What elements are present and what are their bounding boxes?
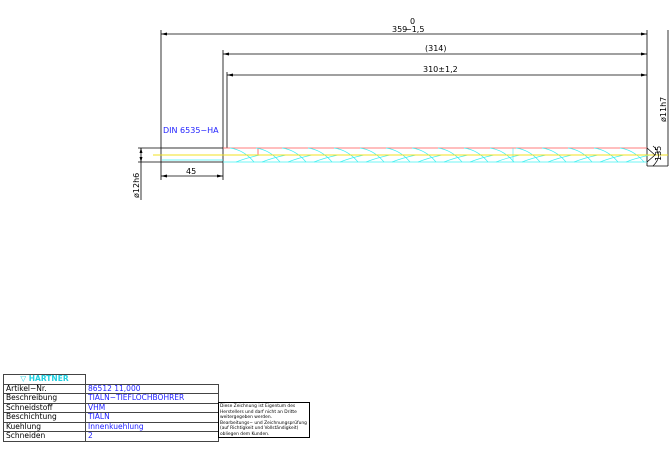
flute-helix (365, 154, 391, 163)
flute-helix (619, 147, 645, 163)
flute-helix (411, 147, 437, 163)
dim-shank-dia: ø12h6 (132, 173, 141, 198)
flute-helix (599, 154, 625, 163)
flute-helix (463, 147, 489, 163)
table-row: Schneiden 2 (3, 431, 219, 442)
note-line: (auf Richtigkeit und Vollständigkeit) (220, 426, 299, 431)
flute-helix (287, 154, 313, 163)
brand-logo: ▽ HARTNER (3, 374, 86, 385)
dimension-arrows (139, 32, 647, 178)
dim-total-lower: −1,5 (405, 25, 424, 34)
flute-helix (359, 147, 385, 163)
flute-helix (515, 147, 541, 163)
note-line: Bearbeitungs− und Zeichnungsprüfung (220, 420, 307, 426)
flute-helix (443, 154, 469, 163)
flute-helix (437, 147, 463, 163)
flute-helix (521, 154, 547, 163)
flute-helix (255, 147, 281, 163)
flute-helix (339, 154, 365, 163)
flute-helix (391, 154, 417, 163)
dimension-lines (138, 30, 669, 200)
flute-helix (235, 154, 261, 163)
flute-helix (547, 154, 573, 163)
flute-helix (625, 154, 651, 163)
flute-helix (333, 147, 359, 163)
note-line: obliegen dem Kunden. (220, 431, 270, 437)
flute-helix (261, 154, 287, 163)
dim-point-angle: 135 (654, 146, 663, 161)
table-row: Beschichtung TIALN (3, 412, 219, 423)
flute-helix (593, 147, 619, 163)
dim-flute: 310±1,2 (423, 65, 458, 74)
table-row: Beschreibung TIALN−TIEFLOCHBOHRER (3, 393, 219, 404)
shank-standard-label: DIN 6535−HA (163, 126, 219, 135)
note-line: weitergegeben werden. (220, 415, 272, 420)
dim-ref: (314) (425, 44, 447, 53)
ownership-note: Diese Zeichnung ist Eigentum des Herstel… (218, 402, 310, 438)
dim-total-upper: 0 (410, 17, 415, 26)
flute-helix (469, 154, 495, 163)
flute-body (223, 147, 651, 163)
title-block: ▽ HARTNER Artikel−Nr. 86512 11,000 Beschr… (3, 374, 219, 442)
flute-helix (573, 154, 599, 163)
point-angle (646, 145, 659, 167)
flute-helix (313, 154, 339, 163)
flute-helix (495, 154, 521, 163)
flute-helix (489, 147, 515, 163)
flute-helix (281, 147, 307, 163)
flute-helix (567, 147, 593, 163)
dim-shank-length: 45 (186, 167, 196, 176)
dim-total-nominal: 359 (392, 25, 407, 34)
flute-helix (417, 154, 443, 163)
flute-helix (307, 147, 333, 163)
flute-helix (229, 147, 255, 163)
flute-helix (385, 147, 411, 163)
dim-tip-dia: ø11h7 (659, 97, 668, 122)
flute-helix (541, 147, 567, 163)
note-line: Herstellers und darf nicht an Dritte (220, 409, 297, 415)
note-line: Diese Zeichnung ist Eigentum des (220, 404, 296, 409)
